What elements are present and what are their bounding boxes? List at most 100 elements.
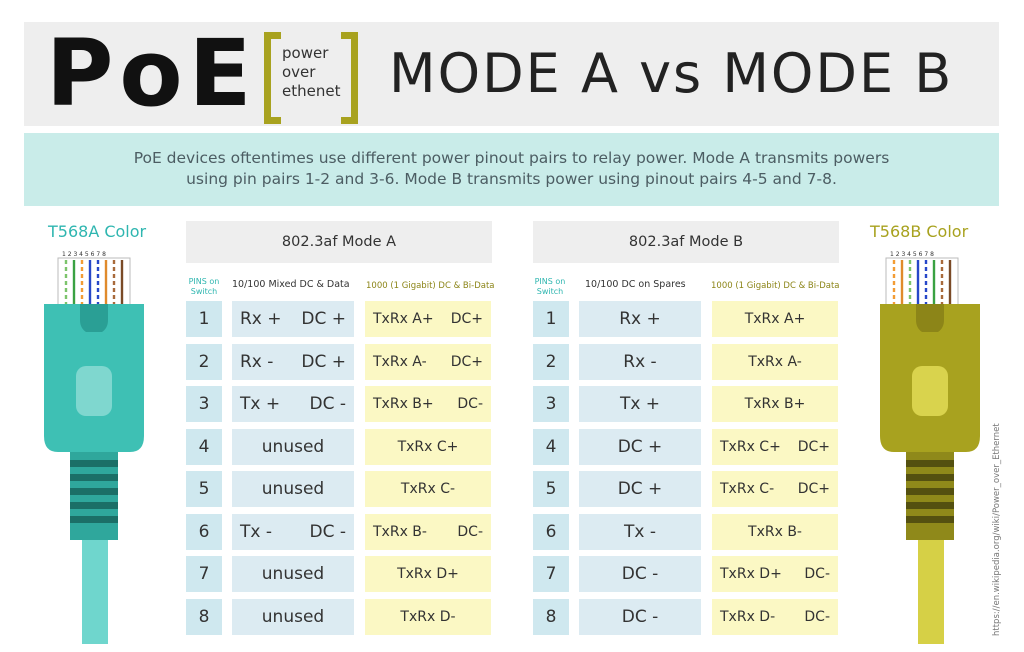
mode-b-spares-header: 10/100 DC on Spares: [585, 279, 686, 290]
t568a-label: T568A Color: [48, 222, 147, 241]
mixed-signal: unused: [261, 564, 325, 584]
spares-value: DC +: [617, 479, 663, 499]
gigabit-signal: TxRx C-: [400, 481, 456, 497]
mode-b-gigabit-cell: TxRx B+: [712, 386, 838, 422]
gigabit-signal: TxRx C-: [720, 481, 775, 497]
mode-b-spares-cell: Tx +: [579, 386, 701, 422]
mode-a-mixed-cell: Rx - DC +: [232, 344, 354, 380]
gigabit-power: DC+: [797, 481, 830, 497]
bracket-line-ethenet: ethenet: [282, 82, 341, 100]
mode-b-spares-cell: DC -: [579, 599, 701, 635]
mode-b-title: 802.3af Mode B: [533, 221, 839, 263]
gigabit-signal: TxRx B+: [373, 396, 434, 412]
t568b-pin-numbers: 1 2 3 4 5 6 7 8: [890, 251, 934, 258]
mode-a-pin-cell: 3: [186, 386, 222, 422]
pin-number: 4: [198, 437, 210, 457]
mode-a-gigabit-header: 1000 (1 Gigabit) DC & Bi-Data: [366, 281, 495, 291]
mode-b-spares-cell: Tx -: [579, 514, 701, 550]
mode-a-gigabit-cell: TxRx D+: [365, 556, 491, 592]
pin-number: 3: [198, 394, 210, 414]
mode-a-mixed-cell: Tx - DC -: [232, 514, 354, 550]
mode-a-pin-cell: 1: [186, 301, 222, 337]
t568a-pin-numbers: 1 2 3 4 5 6 7 8: [62, 251, 106, 258]
mode-a-gigabit-cell: TxRx C-: [365, 471, 491, 507]
mode-b-spares-cell: DC +: [579, 429, 701, 465]
left-bracket: [264, 32, 281, 124]
pin-number: 1: [545, 309, 557, 329]
mode-a-pin-cell: 4: [186, 429, 222, 465]
mode-a-mixed-cell: unused: [232, 429, 354, 465]
spares-value: DC -: [621, 607, 659, 627]
spares-value: Rx -: [623, 352, 657, 372]
mode-b-pins-header: PINS on Switch: [534, 277, 566, 296]
mode-a-mixed-header: 10/100 Mixed DC & Data: [232, 279, 350, 290]
mode-a-mixed-cell: unused: [232, 556, 354, 592]
mode-b-spares-cell: DC +: [579, 471, 701, 507]
mode-b-pin-cell: 5: [533, 471, 569, 507]
mode-comparison-title: MODE A vs MODE B: [389, 42, 954, 105]
spares-value: DC -: [621, 564, 659, 584]
description-line-2: using pin pairs 1-2 and 3-6. Mode B tran…: [186, 170, 837, 188]
gigabit-power: DC-: [804, 566, 830, 582]
gigabit-signal: TxRx B+: [744, 396, 806, 412]
mode-a-gigabit-cell: TxRx D-: [365, 599, 491, 635]
mode-a-mixed-cell: unused: [232, 599, 354, 635]
description-banner: PoE devices oftentimes use different pow…: [24, 133, 999, 206]
bracket-text: power over ethenet: [282, 44, 352, 101]
mixed-signal: unused: [261, 437, 325, 457]
mixed-signal: Rx -: [240, 352, 274, 372]
gigabit-power: DC+: [797, 439, 830, 455]
mode-a-pins-header: PINS on Switch: [188, 277, 220, 296]
pin-number: 7: [198, 564, 210, 584]
mixed-power: DC +: [301, 352, 346, 372]
mode-b-spares-cell: Rx +: [579, 301, 701, 337]
gigabit-power: DC-: [804, 609, 830, 625]
mode-b-gigabit-cell: TxRx B-: [712, 514, 838, 550]
spares-value: Tx +: [619, 394, 661, 414]
mode-b-gigabit-cell: TxRx C- DC+: [712, 471, 838, 507]
gigabit-signal: TxRx B-: [373, 524, 427, 540]
mode-b-spares-cell: DC -: [579, 556, 701, 592]
mode-a-mixed-cell: Rx + DC +: [232, 301, 354, 337]
mode-a-pin-cell: 6: [186, 514, 222, 550]
gigabit-signal: TxRx A+: [744, 311, 806, 327]
pin-number: 5: [545, 479, 557, 499]
mode-b-gigabit-cell: TxRx C+ DC+: [712, 429, 838, 465]
mode-b-gigabit-cell: TxRx D- DC-: [712, 599, 838, 635]
bracket-line-over: over: [282, 63, 316, 81]
mixed-signal: unused: [261, 479, 325, 499]
mode-a-gigabit-cell: TxRx B+ DC-: [365, 386, 491, 422]
mode-a-pin-cell: 2: [186, 344, 222, 380]
mode-b-pin-cell: 7: [533, 556, 569, 592]
gigabit-power: DC+: [450, 311, 483, 327]
mode-b-pin-cell: 6: [533, 514, 569, 550]
mode-b-gigabit-cell: TxRx A+: [712, 301, 838, 337]
poe-title: PoE: [46, 20, 258, 127]
gigabit-power: DC+: [450, 354, 483, 370]
mode-a-gigabit-cell: TxRx B- DC-: [365, 514, 491, 550]
mixed-power: DC -: [309, 394, 347, 414]
gigabit-signal: TxRx D-: [400, 609, 456, 625]
t568b-cable-icon: 1 2 3 4 5 6 7 8: [880, 251, 980, 644]
mode-b-pin-cell: 8: [533, 599, 569, 635]
mode-a-gigabit-cell: TxRx C+: [365, 429, 491, 465]
right-bracket: [341, 32, 358, 124]
mode-b-gigabit-cell: TxRx A-: [712, 344, 838, 380]
mode-b-pin-cell: 3: [533, 386, 569, 422]
gigabit-power: DC-: [457, 524, 483, 540]
mode-b-spares-cell: Rx -: [579, 344, 701, 380]
mode-b-pin-cell: 1: [533, 301, 569, 337]
pin-number: 7: [545, 564, 557, 584]
mode-a-gigabit-cell: TxRx A- DC+: [365, 344, 491, 380]
header-banner: PoE power over ethenet MODE A vs MODE B: [24, 22, 999, 126]
pin-number: 4: [545, 437, 557, 457]
pin-number: 2: [198, 352, 210, 372]
mode-a-mixed-cell: unused: [232, 471, 354, 507]
mode-a-mixed-cell: Tx + DC -: [232, 386, 354, 422]
pin-number: 8: [545, 607, 557, 627]
pin-number: 6: [545, 522, 557, 542]
t568b-label: T568B Color: [870, 222, 969, 241]
description-line-1: PoE devices oftentimes use different pow…: [133, 149, 890, 167]
gigabit-signal: TxRx B-: [748, 524, 802, 540]
mixed-signal: Rx +: [240, 309, 282, 329]
